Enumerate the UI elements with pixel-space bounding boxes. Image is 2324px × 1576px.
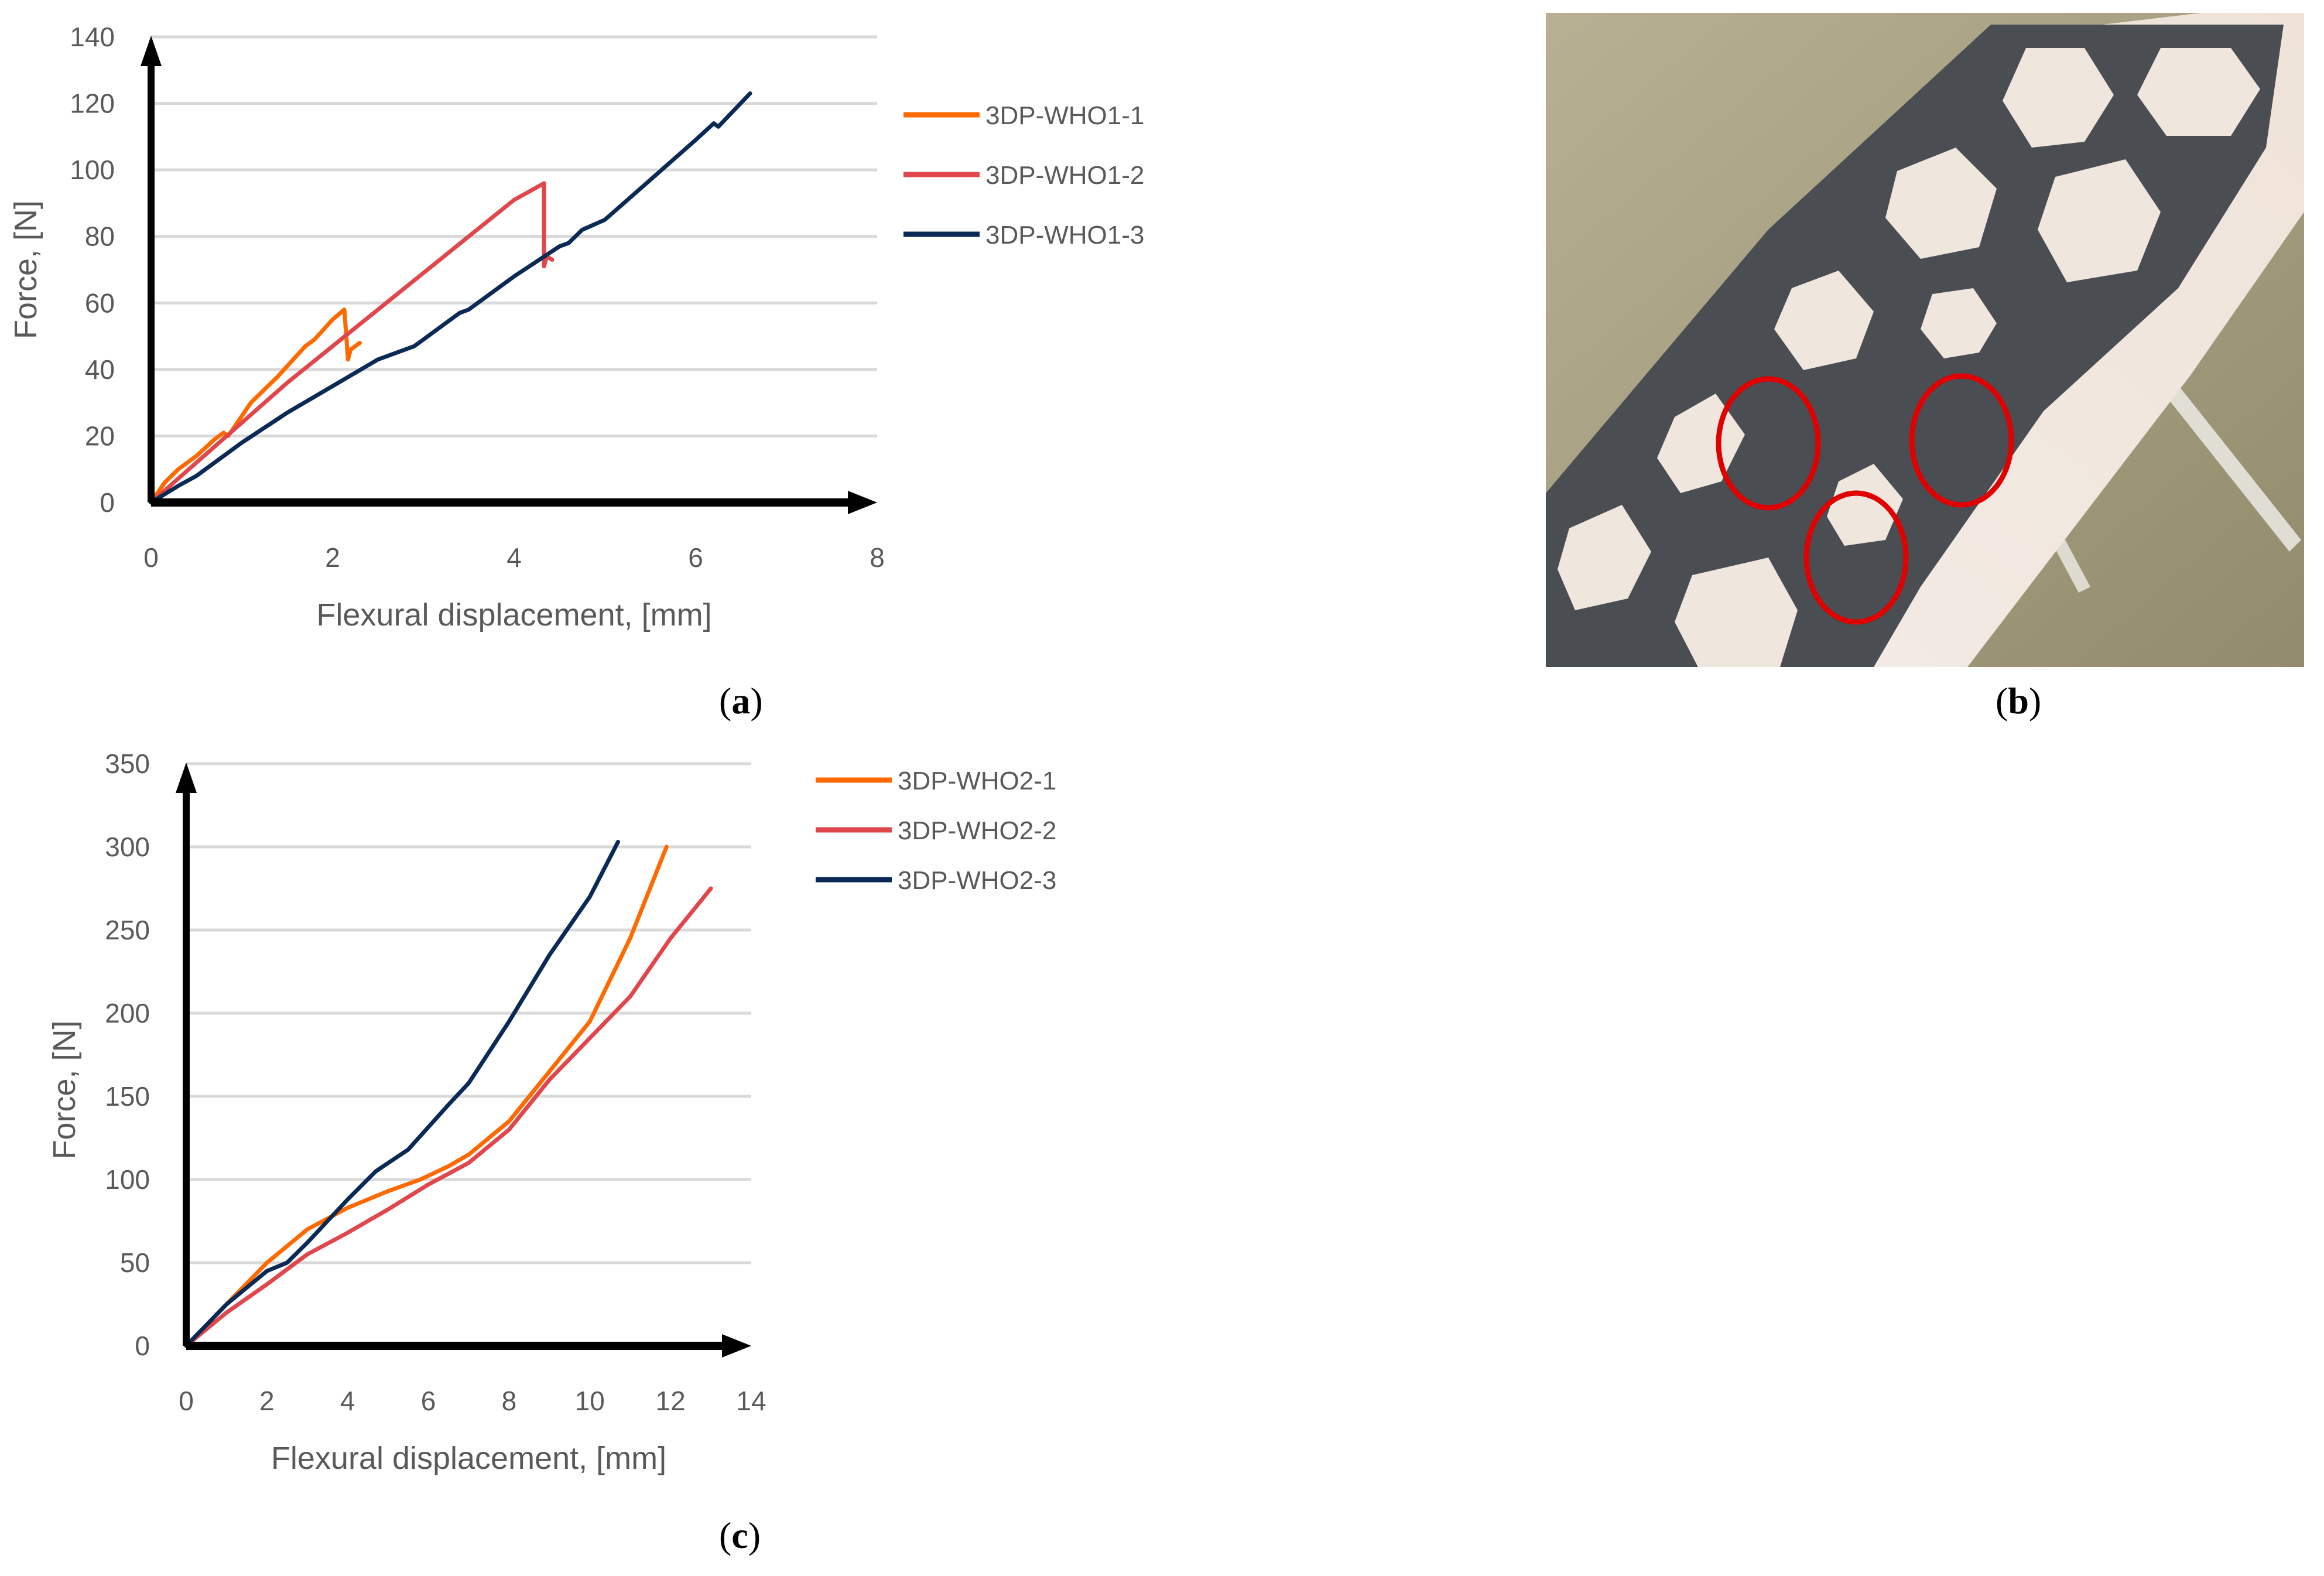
series-line-2 bbox=[149, 181, 555, 505]
panel-label-c: (c) bbox=[719, 1515, 761, 1556]
x-tick-label: 8 bbox=[870, 542, 885, 573]
series-line-2 bbox=[184, 886, 713, 1348]
x-tick-label: 8 bbox=[502, 1386, 517, 1416]
fracture-markers bbox=[1716, 373, 2014, 625]
x-axis-arrow-icon bbox=[722, 1334, 751, 1358]
y-axis-arrow-icon bbox=[176, 763, 197, 793]
y-tick-label: 350 bbox=[105, 748, 150, 779]
x-tick-label: 4 bbox=[340, 1386, 355, 1416]
x-tick-label: 12 bbox=[656, 1386, 686, 1416]
legend-label: 3DP-WHO2-1 bbox=[898, 767, 1056, 795]
chart-a: 0 20 40 60 80 100 120 140 0 2 4 6 8 Flexural displace… bbox=[0, 0, 1230, 674]
y-tick-label: 150 bbox=[105, 1081, 150, 1112]
y-axis-title: Force, [N] bbox=[47, 1020, 82, 1159]
x-axis-title: Flexural displacement, [mm] bbox=[316, 597, 711, 633]
x-tick-label: 2 bbox=[259, 1386, 275, 1416]
legend-label: 3DP-WHO2-3 bbox=[898, 866, 1056, 895]
y-tick-label: 40 bbox=[85, 354, 115, 385]
x-tick-label: 10 bbox=[575, 1386, 605, 1416]
x-axis-arrow-icon bbox=[848, 491, 877, 514]
red-circle-marker-3 bbox=[1803, 490, 1909, 625]
x-tick-label: 4 bbox=[506, 542, 522, 573]
y-tick-label: 120 bbox=[70, 88, 115, 119]
x-tick-label: 0 bbox=[143, 542, 159, 573]
y-tick-label: 250 bbox=[105, 915, 150, 945]
y-tick-label: 60 bbox=[85, 288, 115, 318]
series-line-3 bbox=[184, 840, 620, 1348]
y-tick-label: 50 bbox=[120, 1247, 150, 1278]
x-tick-label: 0 bbox=[179, 1386, 194, 1416]
panel-label-a: (a) bbox=[719, 680, 763, 722]
y-tick-label: 140 bbox=[70, 22, 115, 52]
chart-c-plot: 0 50 100 150 200 250 300 350 0 2 4 6 8 10 12 14 Flexural… bbox=[47, 748, 1056, 1476]
y-tick-label: 100 bbox=[70, 155, 115, 185]
legend-label: 3DP-WHO1-2 bbox=[985, 161, 1144, 190]
y-tick-label: 0 bbox=[100, 487, 115, 518]
red-circle-marker-1 bbox=[1716, 376, 1821, 511]
panel-label-b: (b) bbox=[1996, 680, 2042, 722]
series-line-1 bbox=[184, 845, 669, 1348]
orthosis-photo bbox=[1546, 13, 2304, 667]
y-tick-label: 0 bbox=[135, 1331, 150, 1361]
y-axis-arrow-icon bbox=[141, 36, 162, 66]
hexagon-holes bbox=[1558, 48, 2260, 667]
x-tick-label: 6 bbox=[421, 1386, 436, 1416]
red-circle-marker-2 bbox=[1909, 373, 2014, 508]
y-tick-label: 80 bbox=[85, 221, 115, 252]
series-line-1 bbox=[149, 307, 362, 505]
y-axis-title: Force, [N] bbox=[8, 200, 43, 339]
legend-label: 3DP-WHO1-1 bbox=[985, 101, 1144, 130]
y-tick-label: 20 bbox=[85, 421, 115, 451]
x-tick-label: 6 bbox=[688, 542, 703, 573]
y-tick-label: 200 bbox=[105, 998, 150, 1028]
series-line-3 bbox=[149, 91, 752, 505]
legend-label: 3DP-WHO1-3 bbox=[985, 221, 1144, 249]
x-tick-label: 14 bbox=[736, 1386, 766, 1416]
legend-label: 3DP-WHO2-2 bbox=[898, 816, 1056, 845]
chart-a-plot: 0 20 40 60 80 100 120 140 0 2 4 6 8 Flexural displace… bbox=[8, 22, 1144, 633]
x-axis-title: Flexural displacement, [mm] bbox=[271, 1441, 666, 1476]
x-tick-label: 2 bbox=[325, 542, 340, 573]
chart-c: 0 50 100 150 200 250 300 350 0 2 4 6 8 10 12 14 Flexural… bbox=[0, 732, 1171, 1493]
y-tick-label: 100 bbox=[105, 1164, 150, 1195]
y-tick-label: 300 bbox=[105, 832, 150, 862]
